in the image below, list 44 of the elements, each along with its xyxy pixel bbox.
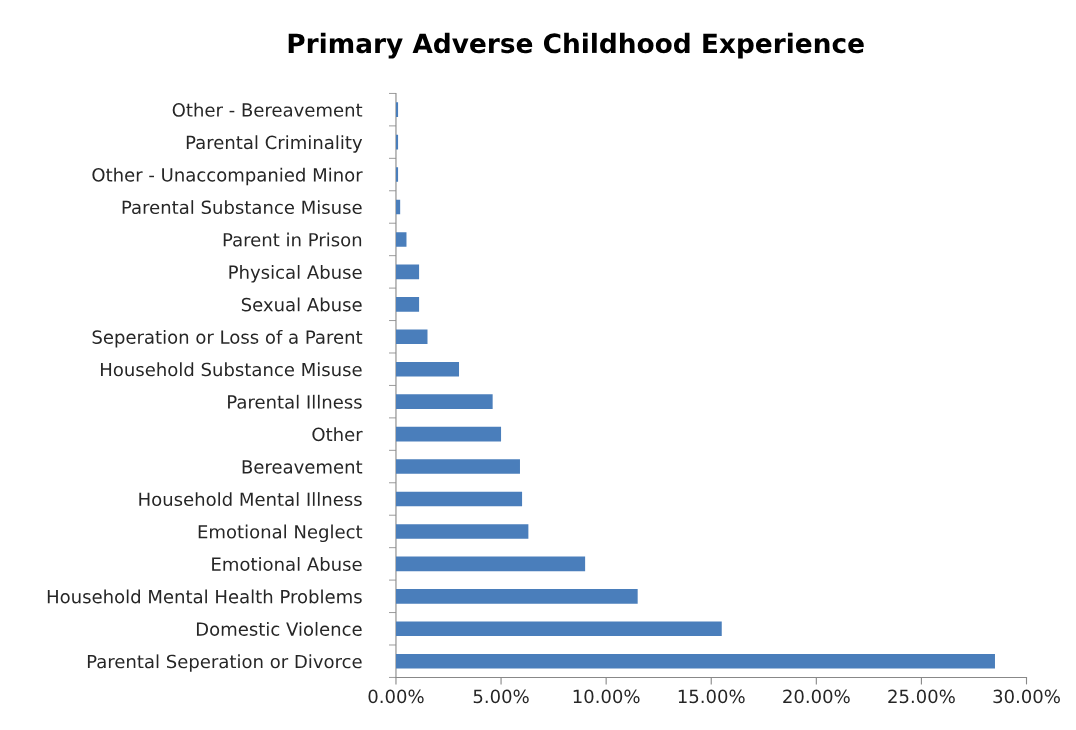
bar [395,653,995,669]
x-tick-label: 10.00% [573,689,640,704]
y-tick-label: Other [312,427,363,442]
bar [395,621,722,637]
y-tick-label: Other - Unaccompanied Minor [92,167,363,186]
y-tick-label: Domestic Violence [196,621,362,636]
x-tick-label: 0.00% [368,689,424,704]
bar [395,102,399,117]
y-tick-label: Other - Bereavement [172,102,363,117]
y-tick-label: Sexual Abuse [241,297,362,312]
y-tick-label: Emotional Abuse [212,557,362,571]
chart-title: Primary Adverse Childhood Experience [288,32,864,59]
y-tick-label: Emotional Neglect [198,524,363,543]
y-tick-label: Household Mental Illness [139,492,362,507]
bar [395,589,638,604]
bar [395,459,520,474]
bar [395,556,586,572]
y-tick-label: Household Substance Misuse [101,362,362,377]
x-tick-label: 25.00% [888,689,955,704]
bar [395,329,428,345]
bar [395,167,399,182]
bar [395,394,493,409]
bar [395,361,460,377]
bar [395,524,529,539]
bar [395,491,523,507]
y-tick-label: Household Mental Health Problems [47,589,362,604]
y-tick-label: Parental Illness [228,394,362,409]
y-tick-label: Parental Criminality [186,135,363,153]
y-tick-label: Seperation or Loss of a Parent [92,329,363,348]
y-tick-label: Bereavement [242,460,363,474]
y-tick-label: Physical Abuse [229,265,362,283]
y-tick-label: Parent in Prison [223,232,362,247]
bar [395,199,401,215]
x-tick-label: 15.00% [678,689,745,704]
y-tick-label: Parental Substance Misuse [122,200,362,215]
x-tick-label: 5.00% [473,689,529,704]
bar [395,297,420,312]
y-tick-label: Parental Seperation or Divorce [87,654,362,672]
x-tick-label: 30.00% [993,689,1060,704]
bar [395,264,420,280]
bar [395,134,399,150]
bar [395,426,502,442]
bar [395,232,407,247]
x-tick-label: 20.00% [783,689,850,704]
